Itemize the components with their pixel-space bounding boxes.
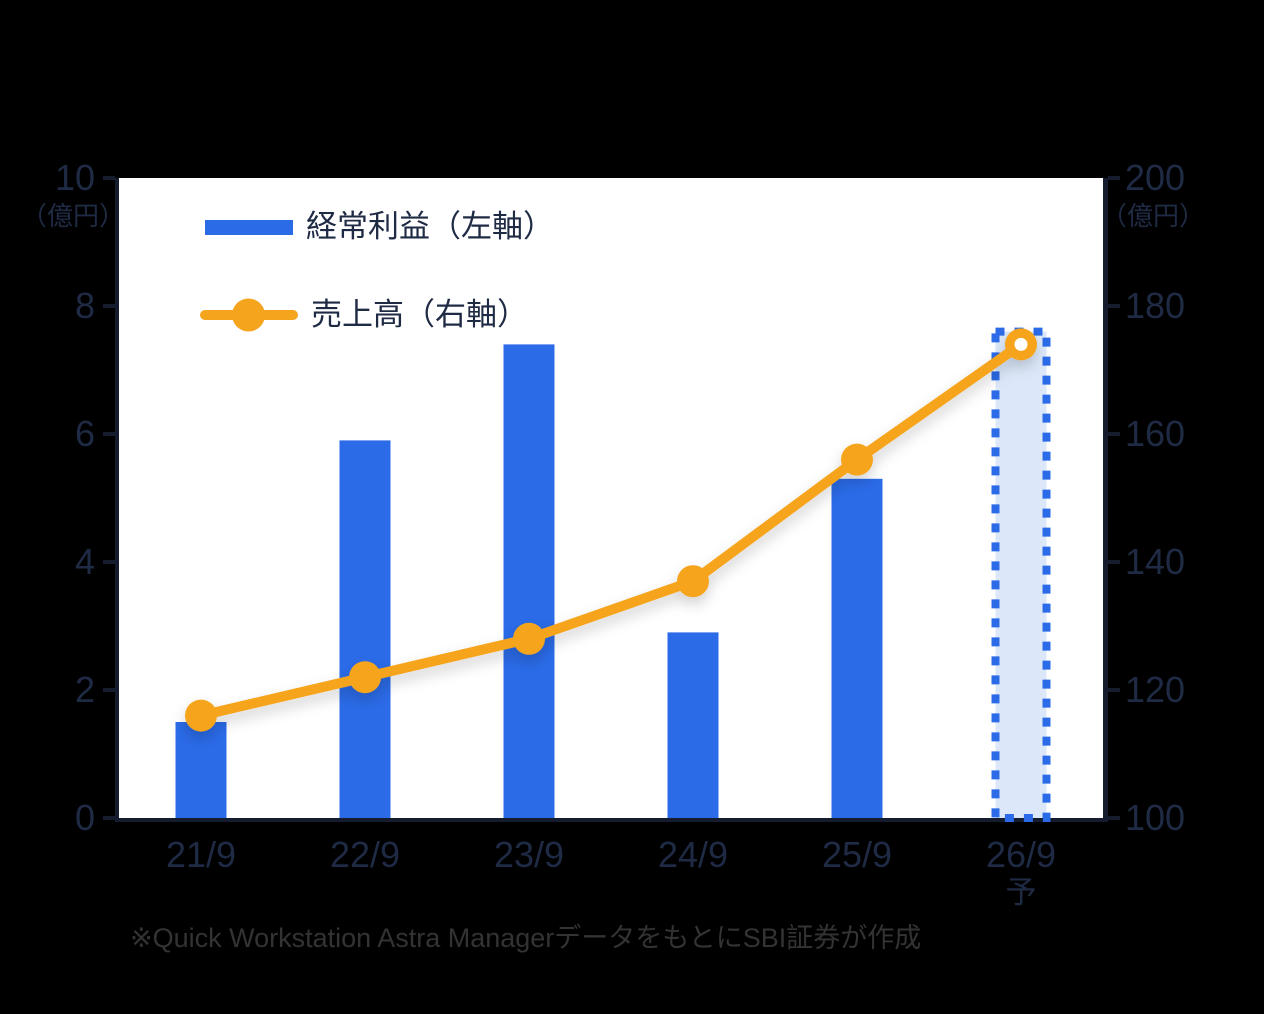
- bar: [339, 440, 391, 818]
- y-axis-right-spine: [1103, 178, 1108, 822]
- sales-line-group: [185, 328, 1037, 732]
- y-axis-left-tick-label: 8: [74, 285, 95, 326]
- y-axis-left-tick: [103, 176, 115, 180]
- y-axis-left-unit-label: （億円）: [20, 201, 125, 231]
- y-axis-left-tick: [103, 432, 115, 436]
- y-axis-right-tick-label: 140: [1125, 541, 1186, 582]
- y-axis-right-unit-label: （億円）: [1100, 201, 1205, 231]
- bar-forecast: [991, 327, 1051, 822]
- chart-plot-area: [119, 178, 1103, 818]
- x-axis-tick-label: 24/9: [657, 834, 729, 875]
- y-axis-right-tick: [1108, 304, 1120, 308]
- y-axis-right-tick-label: 160: [1125, 413, 1186, 454]
- y-axis-right-tick: [1108, 560, 1120, 564]
- y-axis-left-spine: [115, 178, 119, 822]
- line-point: [349, 661, 381, 694]
- sales-line: [196, 339, 1026, 721]
- x-axis-tick-label: 22/9: [329, 834, 401, 875]
- x-axis-forecast-annotation: 予: [1005, 875, 1037, 910]
- y-axis-right-tick: [1108, 432, 1120, 436]
- line-point-open-center: [1014, 337, 1028, 351]
- line-point: [513, 622, 545, 655]
- y-axis-left-tick-label: 6: [74, 413, 95, 454]
- y-axis-left-tick: [103, 816, 115, 820]
- bar: [503, 344, 555, 818]
- line-point: [185, 699, 217, 732]
- y-axis-right-tick-label: 180: [1125, 285, 1186, 326]
- y-axis-left-tick: [103, 560, 115, 564]
- y-axis-right-tick-label: 100: [1125, 797, 1186, 838]
- y-axis-left-tick-label: 10: [54, 157, 95, 198]
- x-axis-tick-label: 21/9: [165, 834, 237, 875]
- y-axis-right-tick-label: 120: [1125, 669, 1186, 710]
- x-axis-spine: [115, 818, 1108, 822]
- line-point: [841, 443, 873, 476]
- y-axis-right-tick: [1108, 816, 1120, 820]
- y-axis-left-tick-label: 2: [74, 669, 95, 710]
- line-point: [677, 565, 709, 598]
- legend-item-ordinary-profit: 経常利益（左軸）: [205, 209, 554, 244]
- legend-item-sales: 売上高（右軸）: [200, 297, 528, 332]
- y-axis-left-tick-label: 4: [74, 541, 95, 582]
- legend-bar-swatch-icon: [205, 219, 293, 235]
- legend-line-swatch-icon: [200, 298, 298, 332]
- y-axis-right-tick: [1108, 688, 1120, 692]
- y-axis-left-tick-label: 0: [74, 797, 95, 838]
- bar: [175, 722, 227, 818]
- x-axis-tick-label: 25/9: [821, 834, 893, 875]
- bar: [667, 632, 719, 818]
- y-axis-right-tick-label: 200: [1125, 157, 1186, 198]
- legend-line-dot-icon: [232, 298, 265, 332]
- y-axis-right-tick: [1108, 176, 1120, 180]
- source-note: ※Quick Workstation Astra ManagerデータをもとにS…: [130, 923, 922, 953]
- y-axis-left-tick: [103, 688, 115, 692]
- legend-label-ordinary-profit: 経常利益（左軸）: [306, 209, 554, 244]
- bar: [831, 478, 883, 818]
- legend-label-sales: 売上高（右軸）: [311, 297, 528, 332]
- y-axis-left-tick: [103, 304, 115, 308]
- x-axis-tick-label: 26/9: [985, 834, 1057, 875]
- x-axis-tick-label: 23/9: [493, 834, 565, 875]
